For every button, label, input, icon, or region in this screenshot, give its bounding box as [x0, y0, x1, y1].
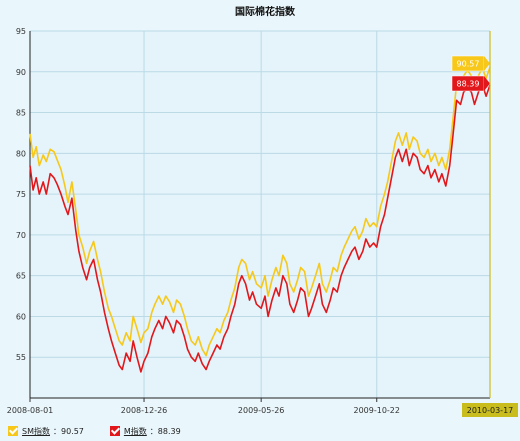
legend-value-sm: 90.57 [60, 426, 84, 436]
series-line-sm [29, 66, 491, 357]
y-tick-label: 60 [16, 312, 26, 321]
y-tick-label: 85 [16, 109, 26, 118]
legend-item-m[interactable]: M指数 ： 88.39 [109, 426, 181, 437]
legend: SM指数 ： 90.57 M指数 ： 88.39 [8, 424, 207, 438]
last-date-box [462, 403, 518, 417]
value-tags: 90.57 88.39 [451, 55, 490, 92]
x-tick-label: 2008-12-26 [121, 406, 168, 415]
y-tick-label: 55 [16, 353, 26, 362]
legend-label-sm: SM指数 [22, 426, 50, 436]
y-tick-label: 95 [16, 27, 26, 36]
x-axis-ticks: 2008-08-01 2008-12-26 2009-05-26 2009-10-22 [7, 398, 400, 415]
checkbox-icon[interactable] [109, 426, 120, 436]
x-tick-label: 2009-10-22 [353, 406, 400, 415]
last-date-label: 2010-03-17 [467, 406, 514, 415]
axes [29, 31, 490, 399]
value-tag-sm: 90.57 [451, 55, 490, 72]
plot-area [30, 31, 490, 398]
y-axis-ticks: 55 60 65 70 75 80 85 90 95 [16, 27, 26, 362]
value-tag-m: 88.39 [451, 75, 490, 92]
legend-item-sm[interactable]: SM指数 ： 90.57 [8, 426, 84, 437]
y-tick-label: 90 [16, 68, 26, 77]
legend-label-m: M指数 [123, 426, 147, 436]
y-tick-label: 80 [16, 149, 26, 158]
checkbox-icon[interactable] [8, 426, 18, 436]
grid [29, 30, 490, 398]
legend-sep-m: ： [149, 426, 158, 436]
series-line-m [29, 83, 491, 373]
last-date-marker: 2010-03-17 [462, 31, 518, 417]
legend-value-m: 88.39 [157, 426, 181, 436]
y-tick-label: 70 [16, 231, 26, 240]
x-tick-label: 2008-08-01 [7, 406, 54, 415]
value-tag-text: 88.39 [457, 80, 480, 89]
value-tag-text: 90.57 [457, 60, 480, 69]
series-layer [29, 66, 491, 373]
chart-title: 国际棉花指数 [235, 5, 296, 18]
y-tick-label: 75 [16, 190, 26, 199]
x-tick-label: 2009-05-26 [238, 406, 285, 415]
legend-sep-sm: ： [52, 426, 61, 436]
y-tick-label: 65 [16, 272, 26, 281]
